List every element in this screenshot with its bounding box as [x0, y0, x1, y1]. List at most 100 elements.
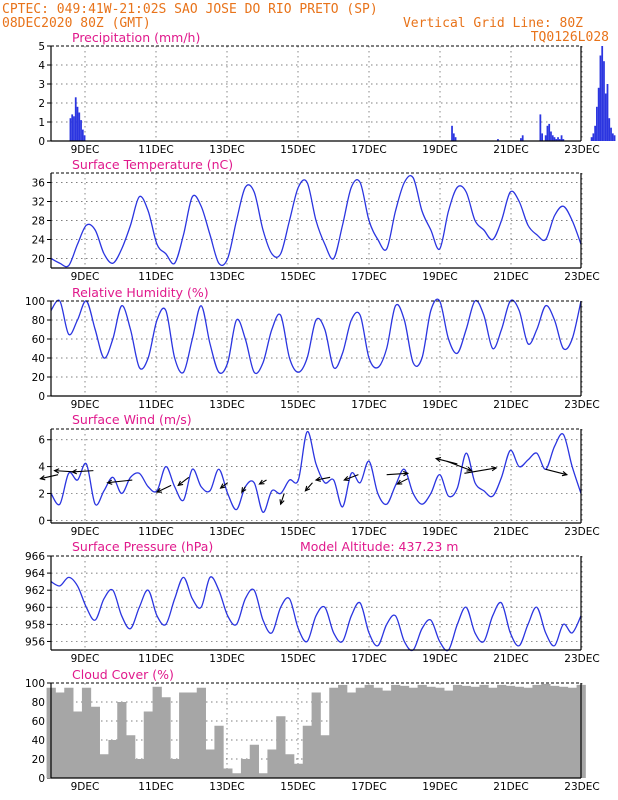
y-tick-label: 100 — [25, 678, 45, 690]
y-tick-label: 0 — [38, 773, 45, 785]
cloud-bar — [364, 684, 374, 778]
y-tick-label: 2 — [38, 488, 45, 500]
y-tick-label: 960 — [25, 602, 45, 614]
x-tick-label: 15DEC — [280, 271, 315, 283]
x-tick-label: 9DEC — [71, 271, 100, 283]
precipitation-bar — [613, 135, 616, 141]
precipitation-bar — [76, 106, 79, 141]
wind-arrow-head — [241, 487, 247, 494]
x-tick-label: 21DEC — [493, 144, 528, 156]
cloud-bar — [99, 754, 109, 778]
cloud-bar — [108, 740, 118, 778]
cloud-bar — [505, 685, 516, 778]
temperature-line — [50, 175, 582, 268]
cloud-bar — [470, 686, 480, 778]
cloud-bar — [196, 687, 206, 778]
precipitation-bar — [562, 139, 565, 141]
x-tick-label: 23DEC — [564, 271, 599, 283]
wind-arrow — [315, 476, 331, 481]
cloud-bar — [488, 687, 498, 778]
precipitation-bar — [608, 118, 611, 141]
x-tick-label: 19DEC — [422, 526, 457, 538]
precipitation-bar — [541, 133, 544, 141]
x-tick-label: 11DEC — [138, 271, 173, 283]
cloud-bar — [382, 690, 392, 778]
wind-arrow-head — [155, 487, 163, 493]
precipitation-bar — [454, 137, 457, 141]
y-tick-label: 40 — [32, 353, 45, 365]
wind-arrow-head — [53, 468, 60, 474]
cloud-bar — [249, 744, 259, 778]
cloud-bar — [567, 687, 577, 778]
precipitation-bar — [610, 127, 612, 141]
x-tick-label: 19DEC — [422, 144, 457, 156]
cloud-bar — [293, 763, 304, 778]
cloud-bar — [514, 686, 524, 778]
y-tick-label: 962 — [25, 585, 45, 597]
wind-arrow — [304, 482, 313, 492]
y-tick-label: 100 — [25, 296, 45, 308]
y-tick-label: 80 — [32, 315, 45, 327]
precipitation-bar — [594, 125, 597, 141]
wind-arrow-head — [258, 479, 265, 485]
wind-arrow-head — [177, 480, 184, 487]
precipitation-bar — [83, 135, 86, 141]
precipitation-bar — [497, 139, 499, 141]
wind-arrow-head — [106, 479, 113, 485]
precipitation-bar — [599, 55, 602, 141]
cloud-bar — [187, 692, 198, 778]
precipitation-bar — [80, 120, 82, 141]
cloud-bar — [550, 685, 560, 778]
x-tick-label: 11DEC — [138, 144, 173, 156]
precipitation-bar — [597, 87, 600, 141]
x-tick-label: 17DEC — [351, 781, 386, 793]
wind-arrow-head — [39, 475, 46, 481]
precipitation-bar — [553, 137, 556, 141]
wind-arrow — [177, 476, 190, 486]
x-tick-label: 9DEC — [71, 144, 100, 156]
header-run-date: 08DEC2020 80Z (GMT) — [2, 16, 151, 31]
cloud-bar — [399, 685, 410, 778]
y-tick-label: 0 — [38, 136, 45, 148]
cloud-bar — [240, 759, 251, 778]
precipitation-bar — [74, 97, 77, 141]
cloud-bar — [117, 702, 127, 778]
x-tick-label: 13DEC — [209, 144, 244, 156]
wind-arrow — [344, 474, 359, 481]
cloud-bar — [523, 687, 533, 778]
precipitation-bar — [601, 46, 604, 141]
precipitation-bar — [81, 129, 84, 141]
x-tick-label: 19DEC — [422, 781, 457, 793]
wind-arrow-head — [491, 466, 498, 472]
cloud-bar — [338, 684, 348, 778]
header-location: CPTEC: 049:41W-21:02S SAO JOSE DO RIO PR… — [2, 2, 378, 17]
cloud-bar — [479, 684, 489, 778]
x-tick-label: 15DEC — [280, 399, 315, 411]
wind-arrow — [280, 493, 285, 505]
cloud-bar — [435, 687, 445, 778]
y-tick-label: 964 — [25, 568, 45, 580]
x-tick-label: 17DEC — [351, 144, 386, 156]
x-tick-label: 17DEC — [351, 399, 386, 411]
x-tick-label: 23DEC — [564, 144, 599, 156]
precipitation-bar — [548, 123, 551, 141]
y-tick-label: 80 — [32, 697, 45, 709]
precipitation-bar — [73, 116, 75, 141]
pressure-title: Surface Pressure (hPa) — [72, 539, 213, 554]
humidity-title: Relative Humidity (%) — [72, 285, 209, 300]
precipitation-bar — [604, 93, 607, 141]
wind-arrow-head — [314, 476, 321, 482]
wind-arrow-head — [561, 471, 569, 477]
precipitation-bar — [596, 106, 598, 141]
cloud-bar — [258, 773, 268, 778]
y-tick-label: 32 — [32, 197, 45, 209]
y-tick-label: 20 — [32, 254, 45, 266]
wind-arrow — [72, 470, 94, 473]
x-tick-label: 17DEC — [351, 653, 386, 665]
cloud-bar — [541, 683, 551, 778]
wind-arrow — [220, 482, 228, 489]
x-tick-label: 19DEC — [422, 271, 457, 283]
x-tick-label: 13DEC — [209, 271, 244, 283]
wind-arrow-head — [343, 476, 350, 482]
cloud-bar — [355, 687, 365, 778]
